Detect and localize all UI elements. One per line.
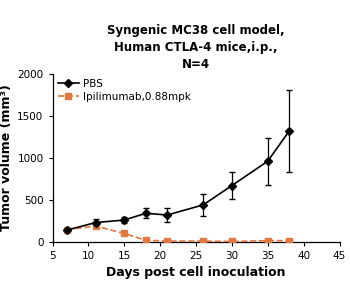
Title: Syngenic MC38 cell model,
Human CTLA-4 mice,i.p.,
N=4: Syngenic MC38 cell model, Human CTLA-4 m… [107,24,285,71]
Ipilimumab,0.88mpk [144,238,148,242]
Ipilimumab,0.88mpk [266,239,270,242]
Ipilimumab,0.88mpk [201,239,205,243]
Line: Ipilimumab,0.88mpk: Ipilimumab,0.88mpk [64,223,292,244]
Legend: PBS, Ipilimumab,0.88mpk: PBS, Ipilimumab,0.88mpk [58,79,191,102]
X-axis label: Days post cell inoculation: Days post cell inoculation [106,266,286,279]
Ipilimumab,0.88mpk [230,240,234,243]
Ipilimumab,0.88mpk [287,239,292,242]
Ipilimumab,0.88mpk [65,228,69,232]
Ipilimumab,0.88mpk [122,232,126,235]
Y-axis label: Tumor volume (mm³): Tumor volume (mm³) [0,84,13,231]
Ipilimumab,0.88mpk [93,224,98,228]
Ipilimumab,0.88mpk [165,239,169,243]
